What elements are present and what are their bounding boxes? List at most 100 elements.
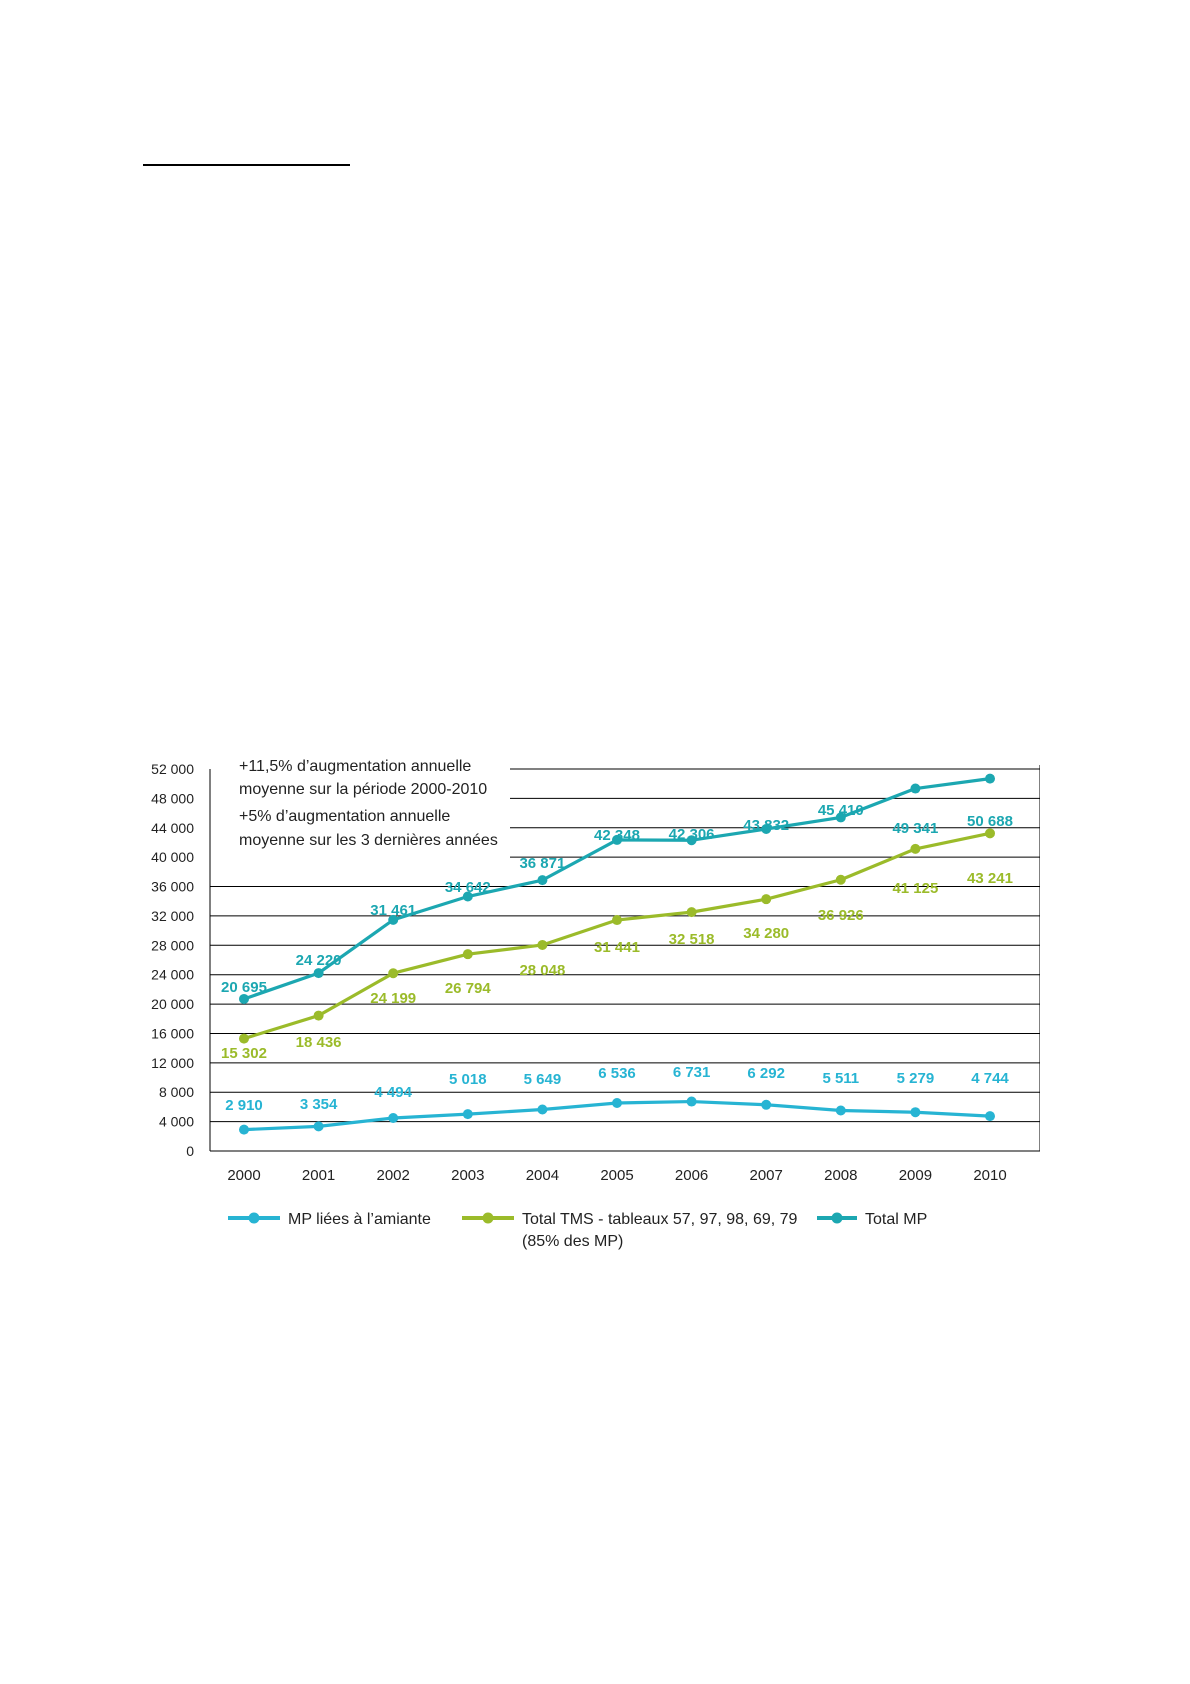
x-tick-label: 2004 bbox=[526, 1167, 559, 1184]
legend: MP liées à l’amiante Total TMS - tableaux… bbox=[228, 1211, 927, 1250]
tms-data-label: 32 518 bbox=[669, 931, 715, 948]
total-point bbox=[686, 835, 697, 846]
amiante-point bbox=[537, 1104, 548, 1115]
y-tick-label: 44 000 bbox=[151, 820, 194, 836]
annotation-box: +11,5% d’augmentation annuelle moyenne su… bbox=[211, 758, 509, 869]
amiante-data-label: 6 536 bbox=[598, 1065, 636, 1082]
amiante-point bbox=[612, 1097, 622, 1108]
data-label-layer: 2 910 3 354 4 494 5 018 5 649 6 536 6 731 6 292… bbox=[221, 802, 1013, 1114]
x-tick-label: 2007 bbox=[750, 1167, 783, 1184]
annotation-text: moyenne sur la période 2000-2010 bbox=[239, 781, 487, 798]
tms-point bbox=[612, 915, 622, 926]
tms-data-label: 28 048 bbox=[519, 962, 565, 979]
tms-point bbox=[462, 949, 473, 960]
tms-data-label: 31 441 bbox=[594, 939, 640, 956]
line-chart: +11,5% d’augmentation annuelle moyenne su… bbox=[151, 758, 1041, 1250]
x-tick-label: 2006 bbox=[675, 1167, 708, 1184]
amiante-data-label: 5 649 bbox=[524, 1071, 562, 1088]
amiante-point bbox=[686, 1096, 697, 1107]
x-tick-label: 2005 bbox=[600, 1167, 633, 1184]
amiante-data-label: 5 279 bbox=[897, 1070, 935, 1087]
tms-point bbox=[985, 828, 995, 839]
total-legend-label: Total MP bbox=[865, 1211, 927, 1228]
amiante-data-label: 4 494 bbox=[374, 1084, 412, 1101]
annotation-text: moyenne sur les 3 dernières années bbox=[239, 832, 498, 849]
amiante-legend-marker bbox=[248, 1212, 260, 1224]
tms-point bbox=[835, 874, 846, 885]
amiante-data-label: 3 354 bbox=[300, 1096, 338, 1113]
x-tick-label: 2002 bbox=[377, 1167, 410, 1184]
tms-point bbox=[910, 843, 921, 854]
y-tick-label: 0 bbox=[186, 1143, 194, 1159]
total-data-label: 20 695 bbox=[221, 979, 267, 996]
total-data-label: 42 306 bbox=[669, 826, 715, 843]
total-point bbox=[537, 875, 548, 886]
amiante-point bbox=[761, 1099, 772, 1110]
x-tick-label: 2008 bbox=[824, 1167, 857, 1184]
y-tick-label: 40 000 bbox=[151, 849, 194, 865]
tms-point bbox=[537, 939, 548, 950]
x-tick-label: 2000 bbox=[227, 1167, 260, 1184]
y-tick-label: 48 000 bbox=[151, 790, 194, 806]
total-point bbox=[985, 773, 995, 784]
y-tick-label: 12 000 bbox=[151, 1055, 194, 1071]
amiante-data-label: 4 744 bbox=[971, 1070, 1009, 1087]
total-data-label: 24 220 bbox=[296, 952, 342, 969]
y-tick-label: 4 000 bbox=[159, 1114, 194, 1130]
amiante-point bbox=[388, 1112, 399, 1123]
top-rule bbox=[143, 164, 350, 166]
y-tick-label: 28 000 bbox=[151, 937, 194, 953]
tms-data-label: 43 241 bbox=[967, 870, 1013, 887]
x-tick-label: 2001 bbox=[302, 1167, 335, 1184]
amiante-data-label: 5 018 bbox=[449, 1071, 487, 1088]
tms-point bbox=[761, 894, 772, 905]
amiante-data-label: 6 731 bbox=[673, 1064, 711, 1081]
tms-legend-marker bbox=[482, 1212, 494, 1224]
total-data-label: 34 642 bbox=[445, 879, 491, 896]
amiante-point bbox=[462, 1109, 473, 1120]
amiante-point bbox=[835, 1105, 846, 1116]
amiante-point bbox=[985, 1111, 995, 1122]
x-tick-label: 2003 bbox=[451, 1167, 484, 1184]
annotation-text: +5% d’augmentation annuelle bbox=[239, 808, 450, 825]
tms-data-label: 26 794 bbox=[445, 980, 492, 997]
tms-point bbox=[239, 1033, 249, 1044]
tms-legend-label-line2: (85% des MP) bbox=[522, 1233, 623, 1250]
amiante-data-label: 6 292 bbox=[747, 1065, 785, 1082]
chart-area: +11,5% d’augmentation annuelle moyenne su… bbox=[140, 755, 1041, 1260]
annotation-text: +11,5% d’augmentation annuelle bbox=[239, 758, 471, 775]
total-data-label: 49 341 bbox=[892, 820, 938, 837]
total-point bbox=[313, 968, 324, 979]
total-point bbox=[761, 824, 772, 835]
total-data-label: 36 871 bbox=[519, 855, 565, 872]
total-point bbox=[910, 783, 921, 794]
tms-point bbox=[686, 907, 697, 918]
y-tick-label: 20 000 bbox=[151, 996, 194, 1012]
y-tick-label: 16 000 bbox=[151, 1025, 194, 1041]
tms-data-label: 15 302 bbox=[221, 1045, 267, 1062]
amiante-point bbox=[239, 1124, 249, 1135]
total-point bbox=[612, 834, 622, 845]
tms-point bbox=[388, 968, 399, 979]
tms-data-label: 34 280 bbox=[743, 925, 789, 942]
total-point bbox=[835, 812, 846, 823]
amiante-point bbox=[313, 1121, 324, 1132]
tms-point bbox=[313, 1010, 324, 1021]
y-tick-label: 36 000 bbox=[151, 879, 194, 895]
amiante-data-label: 5 511 bbox=[822, 1070, 859, 1087]
total-data-label: 50 688 bbox=[967, 813, 1013, 830]
y-tick-label: 32 000 bbox=[151, 908, 194, 924]
amiante-legend-label: MP liées à l’amiante bbox=[288, 1211, 431, 1228]
total-point bbox=[462, 891, 473, 902]
tms-data-label: 41 125 bbox=[892, 880, 938, 897]
amiante-point bbox=[910, 1107, 921, 1118]
tms-data-label: 18 436 bbox=[296, 1034, 342, 1051]
tms-legend-label: Total TMS - tableaux 57, 97, 98, 69, 79 bbox=[522, 1211, 798, 1228]
total-data-label: 31 461 bbox=[370, 902, 416, 919]
total-legend-marker bbox=[831, 1212, 843, 1224]
total-data-label: 42 348 bbox=[594, 827, 640, 844]
grid-layer bbox=[210, 768, 1040, 1152]
x-tick-label: 2009 bbox=[899, 1167, 932, 1184]
y-tick-label: 24 000 bbox=[151, 967, 194, 983]
series-layer bbox=[239, 773, 995, 1135]
